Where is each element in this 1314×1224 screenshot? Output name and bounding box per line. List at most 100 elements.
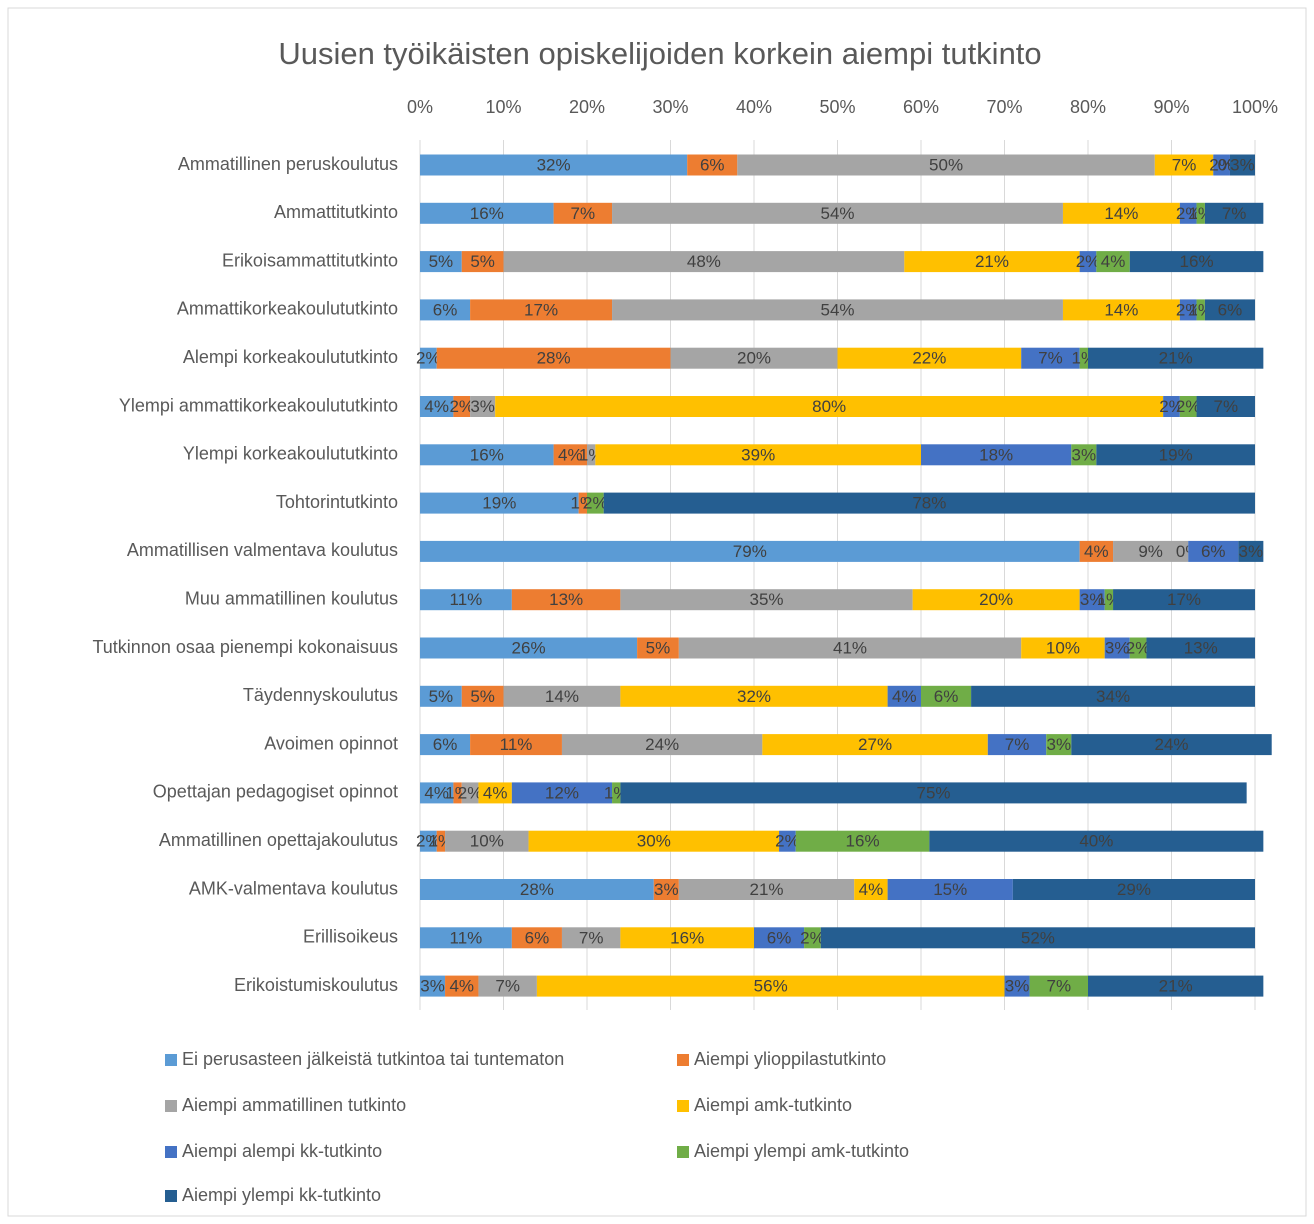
bar-segment <box>420 492 579 514</box>
y-tick-label: Opettajan pedagogiset opinnot <box>153 782 398 802</box>
legend-label: Aiempi ylioppilastutkinto <box>694 1049 886 1069</box>
data-label: 4% <box>1101 252 1126 271</box>
data-label: 3% <box>654 880 679 899</box>
legend-label: Aiempi ylempi kk-tutkinto <box>182 1185 381 1205</box>
x-tick-label: 40% <box>736 97 772 117</box>
data-label: 7% <box>1038 349 1063 368</box>
bar-segment <box>987 734 1047 756</box>
bar-segment <box>1096 251 1130 273</box>
data-label: 27% <box>858 735 892 754</box>
data-label: 40% <box>1079 832 1113 851</box>
y-tick-label: Erikoistumiskoulutus <box>234 975 398 995</box>
bar-segment <box>420 782 454 804</box>
data-label: 2% <box>800 928 825 947</box>
data-label: 16% <box>670 928 704 947</box>
bar-segment <box>511 589 621 611</box>
bar-segment <box>445 975 479 997</box>
bar-segment <box>1021 637 1105 659</box>
data-label: 7% <box>1046 977 1071 996</box>
data-label: 21% <box>1159 349 1193 368</box>
x-tick-label: 30% <box>652 97 688 117</box>
bar-segment <box>1071 444 1097 466</box>
data-label: 9% <box>1138 542 1163 561</box>
bar-segment <box>1104 589 1114 611</box>
data-label: 13% <box>549 590 583 609</box>
bar-segment <box>904 251 1080 273</box>
data-label: 79% <box>733 542 767 561</box>
data-label: 3% <box>1046 735 1071 754</box>
bar-segment <box>754 927 805 949</box>
data-label: 28% <box>537 349 571 368</box>
bar-segment <box>1079 540 1114 562</box>
data-label: 54% <box>820 300 854 319</box>
data-label: 7% <box>571 204 596 223</box>
bar-segment <box>420 685 462 707</box>
bar-segment <box>1096 444 1255 466</box>
legend-swatch <box>165 1100 177 1112</box>
data-label: 3% <box>1239 542 1264 561</box>
y-tick-label: Ammattitutkinto <box>274 202 398 222</box>
data-label: 5% <box>646 638 671 657</box>
x-tick-label: 0% <box>407 97 433 117</box>
data-label: 16% <box>1180 252 1214 271</box>
data-label: 3% <box>1230 155 1255 174</box>
bar-segment <box>1229 154 1255 176</box>
bar-segment <box>1146 637 1255 659</box>
data-label: 78% <box>912 494 946 513</box>
legend-swatch <box>677 1054 689 1066</box>
data-label: 7% <box>1172 155 1197 174</box>
bar-segment <box>420 830 437 852</box>
bar-segment <box>887 879 1013 900</box>
y-tick-label: Tutkinnon osaa pienempi kokonaisuus <box>92 637 398 657</box>
data-label: 35% <box>750 590 784 609</box>
data-label: 3% <box>1005 977 1030 996</box>
x-tick-label: 100% <box>1232 97 1278 117</box>
bar-segment <box>1154 154 1214 176</box>
data-label: 20% <box>737 349 771 368</box>
data-label: 6% <box>1201 542 1226 561</box>
bar-segment <box>1238 540 1264 562</box>
data-label: 21% <box>1159 977 1193 996</box>
data-label: 39% <box>741 445 775 464</box>
bar-segment <box>678 879 855 900</box>
bar-segment <box>420 975 446 997</box>
bar-segment <box>1188 540 1239 562</box>
data-label: 6% <box>525 928 550 947</box>
data-label: 11% <box>500 735 533 754</box>
legend-label: Aiempi ammatillinen tutkinto <box>182 1095 406 1115</box>
bar-segment <box>420 540 1080 562</box>
legend-swatch <box>165 1190 177 1202</box>
data-label: 7% <box>1222 204 1247 223</box>
bar-segment <box>528 830 780 852</box>
bar-segment <box>503 251 905 273</box>
data-label: 2% <box>1126 638 1151 657</box>
bar-segment <box>453 782 462 804</box>
data-label: 30% <box>637 832 671 851</box>
x-tick-label: 50% <box>819 97 855 117</box>
data-label: 6% <box>433 300 458 319</box>
data-label: 56% <box>754 977 788 996</box>
data-label: 21% <box>750 880 784 899</box>
bar-segment <box>561 927 621 949</box>
data-label: 10% <box>1046 638 1080 657</box>
chart-title: Uusien työikäisten opiskelijoiden korkei… <box>278 36 1041 71</box>
bar-segment <box>921 685 972 707</box>
bar-segment <box>461 782 479 804</box>
bar-segment <box>1179 299 1197 321</box>
y-tick-label: Ammattikorkeakoulututkinto <box>177 299 398 319</box>
data-label: 4% <box>424 783 449 802</box>
data-label: 6% <box>433 735 458 754</box>
legend-swatch <box>165 1054 177 1066</box>
bar-segment <box>678 637 1022 659</box>
bar-segment <box>912 589 1080 611</box>
bar-segment <box>612 202 1063 224</box>
bar-segment <box>620 927 754 949</box>
bar-segment <box>1062 202 1180 224</box>
data-label: 20% <box>979 590 1013 609</box>
y-tick-label: Täydennyskoulutus <box>243 685 398 705</box>
data-label: 16% <box>470 204 504 223</box>
data-label: 2% <box>416 832 441 851</box>
bar-segment <box>478 782 512 804</box>
bar-segment <box>1196 396 1255 417</box>
bar-segment <box>929 830 1264 852</box>
